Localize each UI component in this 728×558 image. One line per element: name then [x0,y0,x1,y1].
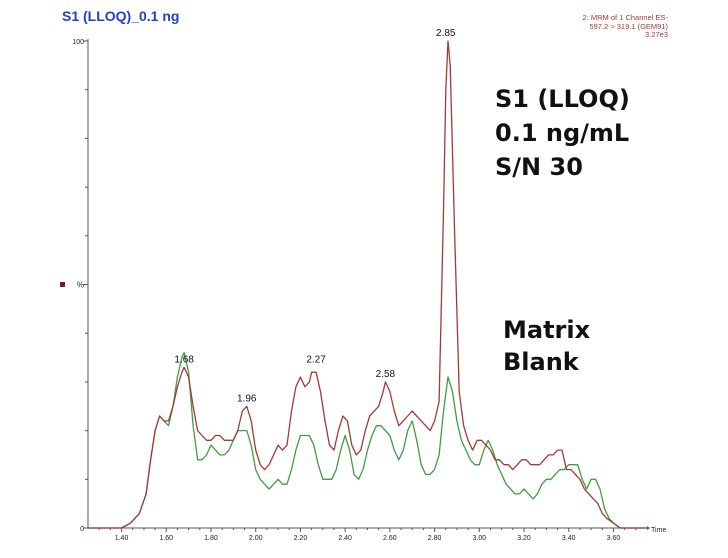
y-tick-label: 0 [80,526,84,533]
x-tick-label: 3.40 [562,535,576,542]
peak-label: 2.85 [436,28,456,39]
series-line-sample [88,40,647,529]
matrix-blank-line-2: Blank [503,348,579,376]
x-tick-label: 2.20 [294,535,308,542]
sample-annotation-line-1: S1 (LLOQ) [495,85,630,113]
peak-label: 1.68 [174,354,194,365]
legend-marker-square [60,282,65,287]
matrix-blank-annotation: Matrix Blank [503,314,590,378]
y-axis-label: % [77,281,84,290]
x-axis-label: Time [651,527,666,534]
x-tick-label: 2.40 [338,535,352,542]
x-tick-label: 2.80 [428,535,442,542]
x-tick-label: 3.60 [607,535,621,542]
chart-title: S1 (LLOQ)_0.1 ng [62,8,180,24]
peak-label: 1.96 [237,393,257,404]
peak-label: 2.58 [376,369,396,380]
x-tick-label: 2.00 [249,535,263,542]
x-tick-label: 1.40 [115,535,129,542]
sample-annotation-line-3: S/N 30 [495,153,583,181]
matrix-blank-line-1: Matrix [503,316,591,344]
y-tick-label: 100 [72,39,84,46]
channel-info: 2: MRM of 1 Channel ES- 597.2 > 319.1 (G… [582,13,668,40]
x-tick-label: 3.00 [472,535,486,542]
peak-label: 2.27 [306,354,326,365]
x-axis-arrow [647,526,650,530]
channel-info-line-2: 597.2 > 319.1 (GEM91) [589,21,668,31]
x-tick-label: 2.60 [383,535,397,542]
channel-info-line-1: 2: MRM of 1 Channel ES- [582,13,668,22]
x-tick-label: 1.80 [204,535,218,542]
series-line-blank [88,352,647,529]
sample-annotation: S1 (LLOQ) 0.1 ng/mL S/N 30 [495,82,630,184]
channel-info-line-3: 3.27e3 [645,30,668,39]
sample-annotation-line-2: 0.1 ng/mL [495,119,630,147]
x-tick-label: 3.20 [517,535,531,542]
x-tick-label: 1.60 [159,535,173,542]
